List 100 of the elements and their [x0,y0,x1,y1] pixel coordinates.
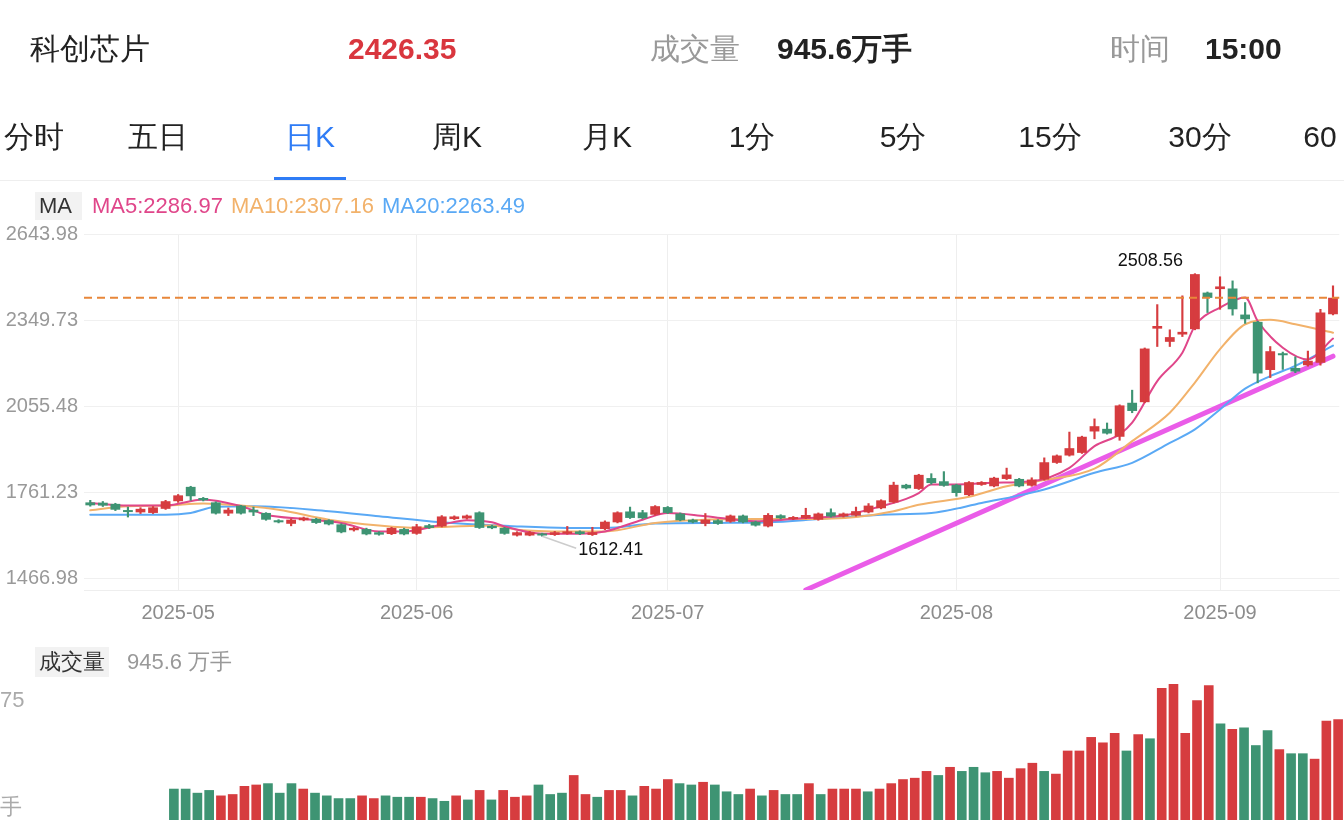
bar [733,794,744,820]
bar [427,798,438,820]
bar [1086,737,1096,820]
text: 30分 [1168,119,1232,155]
x-tick-label: 2025-06 [379,600,454,623]
y-tick-label: 2055.48 [5,393,78,416]
bar [1121,750,1132,820]
text: 15分 [1018,119,1082,155]
text: 60 [1303,119,1337,155]
candlestick [574,530,585,535]
bar [992,771,1002,820]
x-tick-label: 2025-07 [631,600,705,623]
x-tick-label: 2025-08 [919,600,994,623]
x-tick-label: 2025-09 [1183,600,1257,623]
bar [557,792,567,820]
text: MA20:2263.49 [381,192,526,220]
candlestick [938,471,949,487]
bar [968,766,979,820]
bar [980,772,991,820]
text: 手 [0,793,22,821]
candlestick [374,531,384,536]
text: 1分 [728,119,776,155]
chart-title: 成交量 [35,647,109,677]
bar [180,788,191,820]
bar [404,796,414,820]
candlestick [1152,304,1163,347]
annotation: 2508.56 [1117,249,1183,270]
bar [274,792,285,820]
bar [380,795,391,820]
bar [827,788,838,820]
bar [510,796,520,820]
text: 时间 [1110,31,1170,67]
bar [1333,719,1343,820]
bar [498,790,508,820]
bar [298,788,309,820]
bar [486,799,497,820]
bar [1109,732,1120,820]
bar [1298,753,1308,820]
y-tick-label: 2643.98 [5,221,78,244]
bar [604,790,614,820]
bar [368,798,379,820]
legend-title: MA [35,192,82,220]
bar [286,783,297,820]
candlestick [587,526,598,536]
bar [592,796,603,820]
bar [1250,745,1261,820]
text: 周K [431,119,483,155]
candlestick [713,519,723,525]
bar [851,788,861,820]
bar [392,796,403,820]
bar [227,794,238,820]
candlestick [512,531,522,537]
bar [921,771,932,820]
bar [815,794,826,820]
candlestick [549,531,560,536]
bar [1180,732,1191,820]
bar [945,766,955,820]
bar [1321,720,1332,820]
bar [568,775,579,820]
text: 5分 [879,119,927,155]
bar [416,796,426,820]
bar [651,788,661,820]
bar [545,794,556,820]
bar [768,790,779,820]
bar [321,795,332,820]
bar [1004,777,1014,820]
bar [357,795,367,820]
bar [686,784,697,820]
bar [1239,727,1249,820]
bar [1133,734,1144,820]
bar [1015,768,1026,820]
candlestick [562,526,573,535]
bar [463,799,473,820]
bar [345,798,356,820]
bar [451,795,461,820]
bar [533,784,544,820]
bar [251,784,262,820]
bar [1215,723,1226,820]
bar [1051,773,1061,820]
candlestick [424,524,435,529]
text: 75 [0,686,25,714]
bar [1227,728,1238,820]
bar [1192,700,1202,820]
text: 日K [284,119,336,155]
bar [804,783,814,820]
bar [1145,738,1155,820]
bar [474,790,485,820]
bar [745,788,755,820]
bar [192,792,203,820]
bar [615,790,626,820]
bar [898,779,908,820]
text: 2426.35 [348,31,457,67]
text: 945.6万手 [777,31,913,67]
bar [674,783,685,820]
y-tick-label: 1761.23 [5,480,78,503]
text: MA10:2307.16 [230,192,374,220]
bar [874,788,885,820]
bar [439,800,450,820]
bar [1098,742,1108,820]
text: 五日 [128,119,188,155]
